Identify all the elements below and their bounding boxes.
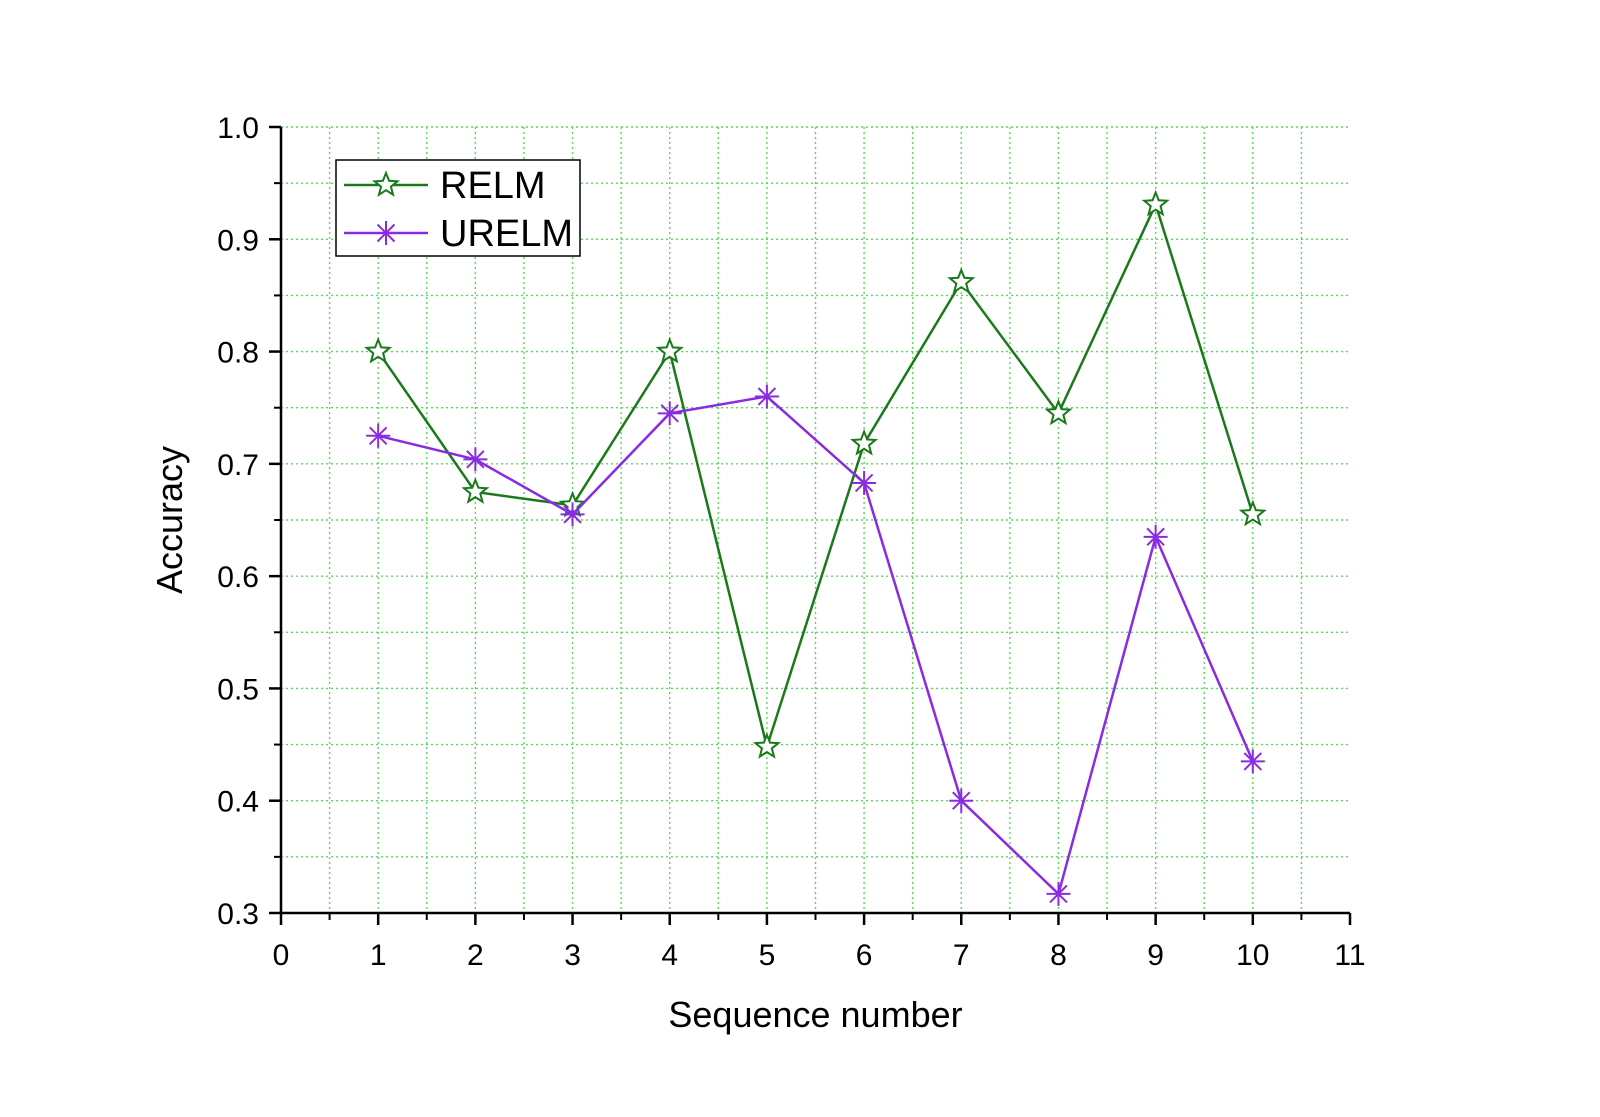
y-tick-label: 0.3 [217,898,259,931]
asterisk-marker [366,423,391,448]
y-tick-label: 0.5 [217,673,259,706]
asterisk-stroke [563,505,582,524]
legend-box [335,159,581,257]
asterisk-stroke [952,791,971,810]
asterisk-stroke [1243,752,1263,771]
series-line [377,395,1254,897]
x-tick-label: 9 [1147,939,1164,972]
asterisk-stroke [1146,527,1165,547]
y-tick-label: 0.6 [217,561,259,594]
grid-lines [281,126,1350,913]
axis-ticks: 0 1 2 3 4 5 6 7 8 9 10 11 0.3 0.4 0.5 0.6 0.7 0.8 0.9 1.0 [217,112,1365,972]
y-tick-label: 0.8 [217,337,259,370]
asterisk-stroke [368,426,388,445]
y-tick-label: 0.9 [217,224,259,257]
asterisk-marker [1240,749,1265,774]
y-tick-label: 0.7 [217,449,259,482]
asterisk-marker [949,788,974,813]
asterisk-marker [374,221,398,245]
series-layer [364,189,1267,906]
y-tick-label: 1.0 [217,112,259,145]
asterisk-stroke [854,473,874,493]
series-relm [364,189,1267,759]
x-tick-label: 6 [856,939,873,972]
legend-item-relm: RELM [344,165,546,207]
star-marker [1044,398,1073,426]
star-marker [752,732,781,759]
asterisk-stroke [466,450,485,469]
x-tick-label: 1 [370,939,387,972]
asterisk-stroke [1049,884,1068,904]
asterisk-stroke [376,223,396,243]
star-marker [364,336,393,364]
asterisk-marker [463,447,488,472]
star-marker [1141,189,1170,217]
legend-item-urelm: URELM [344,213,573,255]
legend-label: RELM [440,165,546,207]
asterisk-stroke [757,387,777,406]
series-line [377,201,1255,752]
x-axis-title: Sequence number [668,994,962,1035]
legend-label: URELM [440,213,573,255]
series-urelm [366,384,1265,906]
asterisk-marker [657,401,682,426]
star-marker [371,170,401,197]
x-tick-label: 7 [953,939,970,972]
star-marker [655,336,684,364]
asterisk-stroke [660,404,679,423]
asterisk-marker [1046,881,1071,906]
x-tick-label: 2 [467,939,484,972]
y-tick-label: 0.4 [217,786,259,819]
legend: RELM URELM [335,159,581,257]
star-marker [947,267,976,294]
x-tick-label: 11 [1334,939,1365,972]
asterisk-marker [1143,524,1168,549]
asterisk-marker [852,470,877,495]
x-tick-label: 8 [1050,939,1067,972]
x-tick-label: 5 [759,939,776,972]
x-tick-label: 3 [564,939,581,972]
asterisk-marker [754,384,779,409]
x-tick-label: 0 [273,939,290,972]
star-marker [1238,499,1267,527]
star-marker [850,428,879,456]
x-tick-label: 10 [1236,939,1269,972]
x-tick-label: 4 [661,939,678,972]
asterisk-marker [560,502,585,527]
y-axis-title: Accuracy [149,446,190,594]
star-marker [461,477,490,504]
